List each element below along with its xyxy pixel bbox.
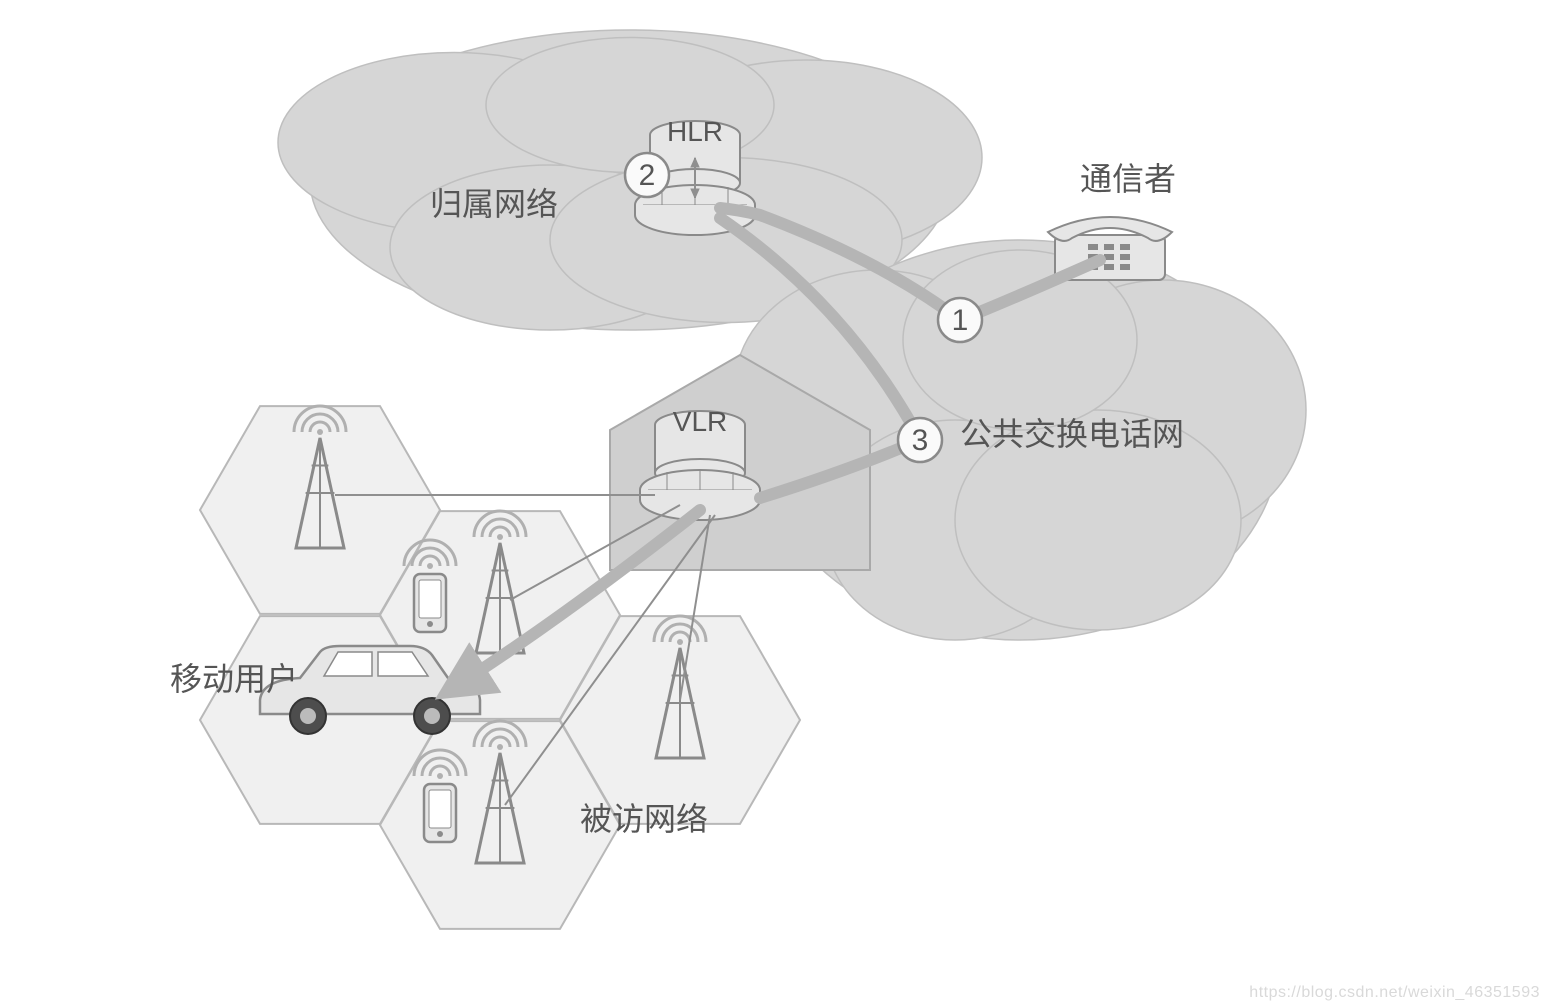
step-badge-2: 2 — [625, 153, 669, 197]
vlr-database-icon-label: VLR — [673, 406, 727, 437]
label-visited_network: 被访网络 — [580, 801, 708, 837]
label-pstn: 公共交换电话网 — [960, 416, 1184, 452]
step-badge-3: 3 — [898, 418, 942, 462]
step-badge-1-number: 1 — [952, 304, 969, 337]
watermark-text: https://blog.csdn.net/weixin_46351593 — [1249, 984, 1540, 1002]
diagram-canvas: HLR VLR 1 2 3 归属网络 通信者公共交换电话网移动用户被访网络 — [0, 0, 1550, 1008]
step-badge-3-number: 3 — [912, 424, 929, 457]
label-home_network: 归属网络 — [430, 186, 558, 222]
label-caller: 通信者 — [1080, 161, 1176, 197]
step-badge-2-number: 2 — [639, 159, 656, 192]
label-mobile_user: 移动用户 — [170, 661, 298, 697]
step-badge-1: 1 — [938, 298, 982, 342]
hlr-database-icon-label: HLR — [667, 116, 723, 147]
